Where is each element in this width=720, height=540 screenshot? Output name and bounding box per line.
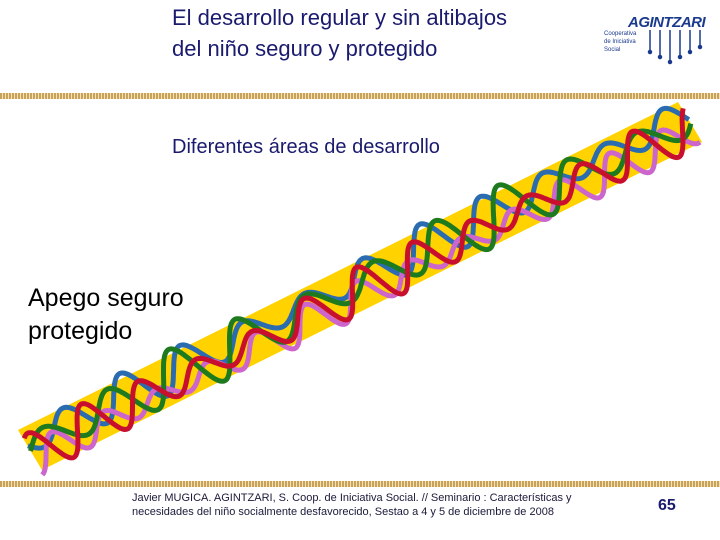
logo-tagline: Cooperativa de Iniciativa Social xyxy=(604,31,637,53)
title: El desarrollo regular y sin altibajos de… xyxy=(172,5,508,61)
development-line xyxy=(21,107,686,461)
side-label: Apego seguro protegido xyxy=(28,284,184,345)
development-line xyxy=(28,122,694,452)
page-number: 65 xyxy=(658,497,676,514)
waves xyxy=(21,105,702,477)
top-band xyxy=(0,93,720,99)
logo-name: AGINTZARI xyxy=(628,14,706,31)
footer-citation: Javier MUGICA. AGINTZARI, S. Coop. de In… xyxy=(132,492,572,518)
bottom-band xyxy=(0,481,720,487)
logo-mark xyxy=(647,30,703,65)
subtitle: Diferentes áreas de desarrollo xyxy=(172,136,440,158)
